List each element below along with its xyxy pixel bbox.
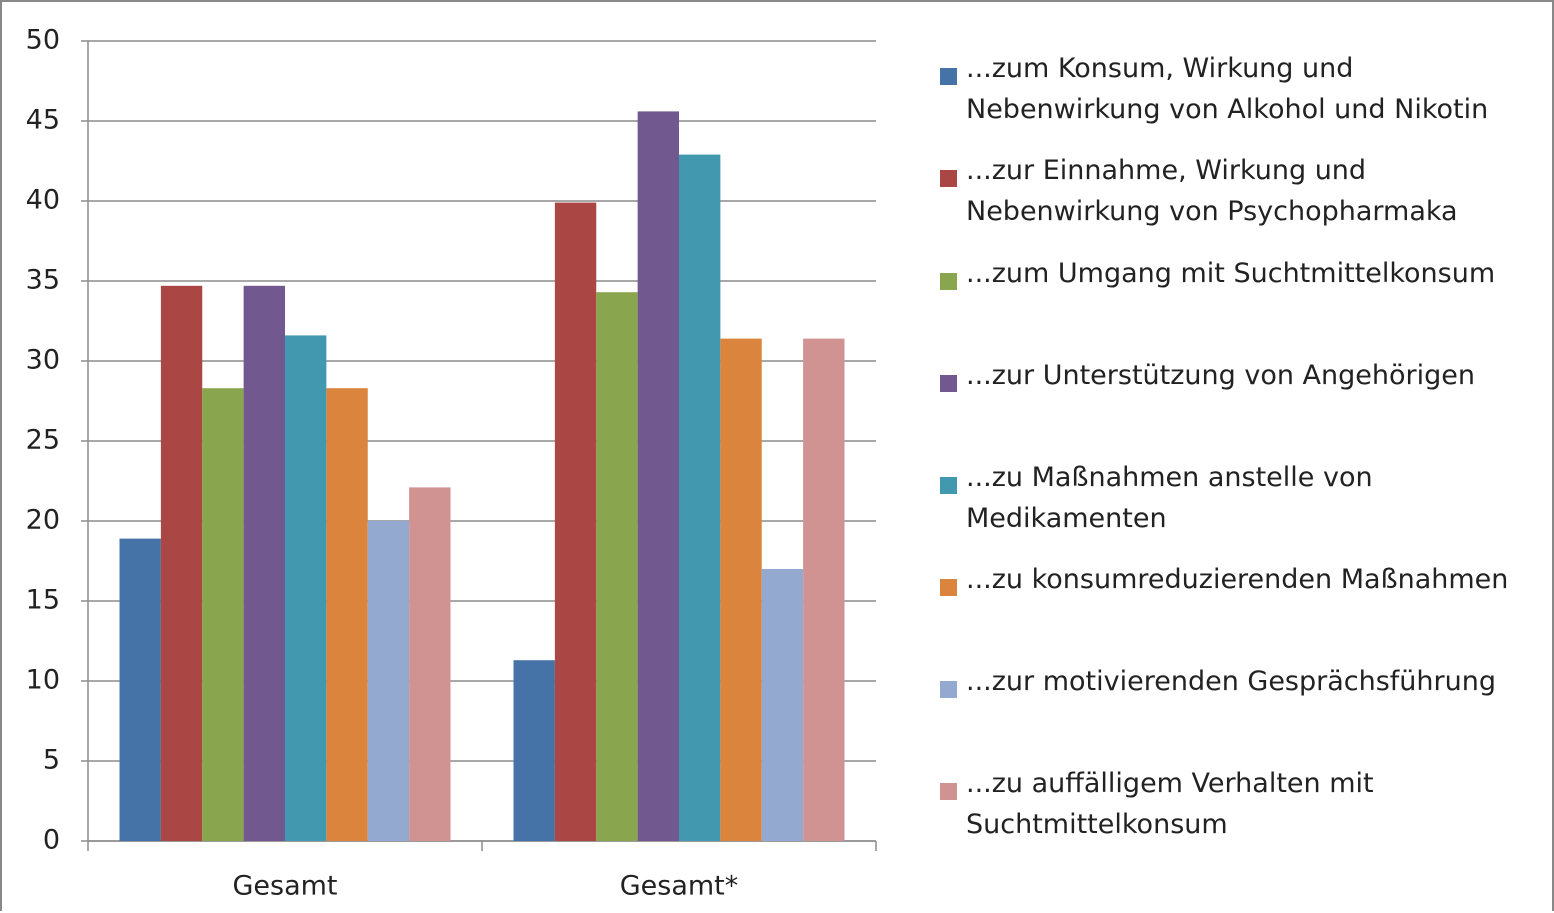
y-tick-label: 0 [43,825,60,856]
y-tick-label: 5 [43,745,60,776]
legend-swatch [940,783,957,800]
bar [243,285,285,841]
y-tick-label: 50 [26,25,60,56]
bar [554,202,597,842]
bar [720,338,762,841]
legend-item: ...zur Unterstützung von Angehörigen [940,360,1475,396]
x-tick-label: Gesamt [232,871,337,902]
legend-swatch [940,681,957,698]
legend-item: ...zum Konsum, Wirkung und Nebenwirkung … [940,53,1488,130]
bar [803,338,845,841]
legend-label: ...zu konsumreduzierenden Maßnahmen [966,564,1509,595]
y-tick-label: 40 [26,185,60,216]
bar [160,285,203,841]
y-tick-label: 10 [26,665,60,696]
y-tick-label: 15 [26,585,60,616]
legend-item: ...zum Umgang mit Suchtmittelkonsum [940,258,1495,294]
legend-swatch [940,375,957,392]
y-tick-label: 20 [26,505,60,536]
bar [761,569,804,841]
legend-swatch [940,579,957,596]
legend-item: ...zur Einnahme, Wirkung und Nebenwirkun… [940,155,1458,232]
legend-swatch [940,68,957,85]
x-tick-label: Gesamt* [620,871,739,902]
legend-item: ...zu Maßnahmen anstelle von Medikamente… [940,462,1373,539]
bar [596,292,638,841]
legend-swatch [940,273,957,290]
bar [202,388,244,841]
bar [409,487,451,841]
legend-label: ...zu Maßnahmen anstelle von Medikamente… [966,462,1373,534]
legend-label: ...zur motivierenden Gesprächsführung [966,666,1496,697]
y-tick-label: 35 [26,265,60,296]
legend-item: ...zu konsumreduzierenden Maßnahmen [940,564,1508,600]
legend-swatch [940,170,957,187]
bar [367,521,410,841]
legend-label: ...zur Unterstützung von Angehörigen [966,360,1475,391]
bar [119,538,161,841]
legend-label: ...zu auffälligem Verhalten mit Suchtmit… [966,768,1374,840]
bar [679,154,721,842]
bar [637,111,679,841]
bar [285,335,327,841]
legend-label: ...zum Konsum, Wirkung und Nebenwirkung … [966,53,1489,125]
legend-item: ...zur motivierenden Gesprächsführung [940,666,1496,702]
y-tick-label: 45 [26,105,60,136]
bar [513,660,555,841]
bar [326,388,368,841]
y-tick-label: 30 [26,345,60,376]
legend-item: ...zu auffälligem Verhalten mit Suchtmit… [940,768,1374,845]
legend-label: ...zur Einnahme, Wirkung und Nebenwirkun… [966,155,1458,227]
legend-label: ...zum Umgang mit Suchtmittelkonsum [966,258,1496,289]
y-tick-label: 25 [26,425,60,456]
legend-swatch [940,477,957,494]
